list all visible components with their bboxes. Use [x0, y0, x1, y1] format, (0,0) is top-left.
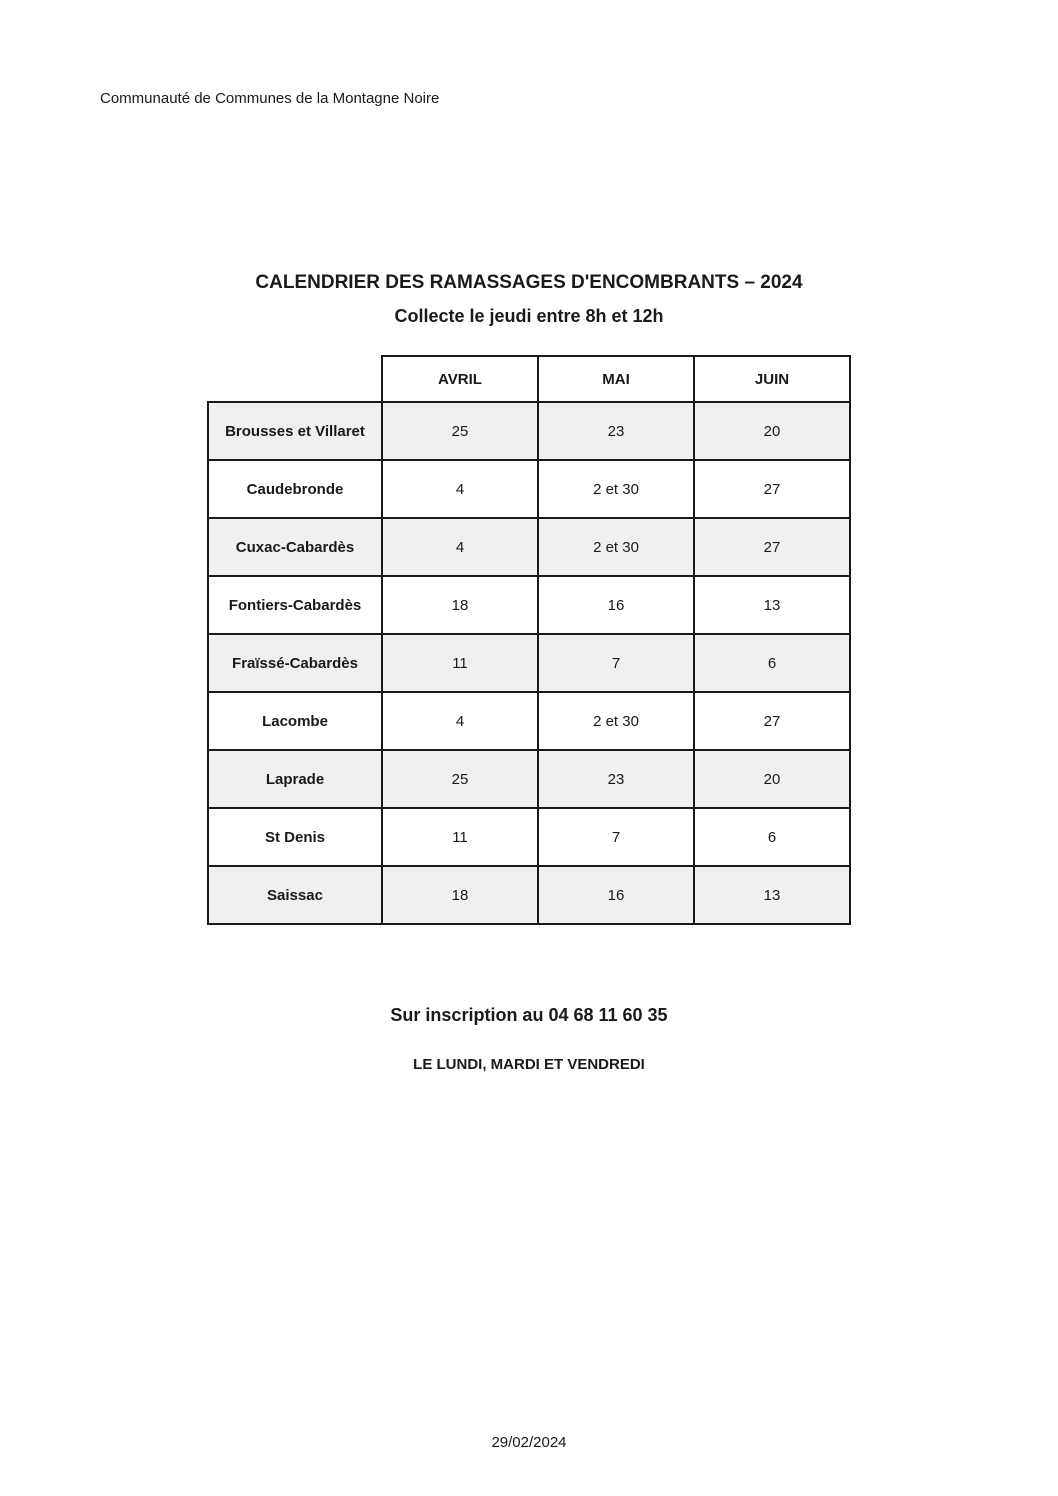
row-label: Laprade [208, 750, 382, 808]
row-label: Fontiers-Cabardès [208, 576, 382, 634]
cell: 4 [382, 518, 538, 576]
page-title: CALENDRIER DES RAMASSAGES D'ENCOMBRANTS … [100, 272, 958, 294]
col-header: MAI [538, 356, 694, 402]
row-label: Cuxac-Cabardès [208, 518, 382, 576]
row-label: Caudebronde [208, 460, 382, 518]
cell: 23 [538, 402, 694, 460]
row-label: Fraïssé-Cabardès [208, 634, 382, 692]
table-row: St Denis 11 7 6 [208, 808, 850, 866]
days-text: LE LUNDI, MARDI ET VENDREDI [100, 1056, 958, 1073]
cell: 18 [382, 866, 538, 924]
table-row: Cuxac-Cabardès 4 2 et 30 27 [208, 518, 850, 576]
row-label: Saissac [208, 866, 382, 924]
row-label: St Denis [208, 808, 382, 866]
table-row: Laprade 25 23 20 [208, 750, 850, 808]
cell: 7 [538, 808, 694, 866]
cell: 6 [694, 634, 850, 692]
cell: 11 [382, 634, 538, 692]
table-row: Fraïssé-Cabardès 11 7 6 [208, 634, 850, 692]
cell: 13 [694, 866, 850, 924]
table-row: Lacombe 4 2 et 30 27 [208, 692, 850, 750]
cell: 20 [694, 750, 850, 808]
registration-text: Sur inscription au 04 68 11 60 35 [100, 1005, 958, 1026]
cell: 2 et 30 [538, 518, 694, 576]
table-row: Saissac 18 16 13 [208, 866, 850, 924]
cell: 2 et 30 [538, 460, 694, 518]
table-header-row: AVRIL MAI JUIN [208, 356, 850, 402]
cell: 27 [694, 460, 850, 518]
cell: 27 [694, 518, 850, 576]
table-body: Brousses et Villaret 25 23 20 Caudebrond… [208, 402, 850, 924]
row-label: Brousses et Villaret [208, 402, 382, 460]
org-name: Communauté de Communes de la Montagne No… [100, 90, 958, 107]
cell: 2 et 30 [538, 692, 694, 750]
cell: 4 [382, 460, 538, 518]
cell: 7 [538, 634, 694, 692]
cell: 16 [538, 866, 694, 924]
cell: 23 [538, 750, 694, 808]
schedule-table: AVRIL MAI JUIN Brousses et Villaret 25 2… [207, 355, 851, 925]
cell: 25 [382, 750, 538, 808]
col-header: JUIN [694, 356, 850, 402]
cell: 6 [694, 808, 850, 866]
cell: 18 [382, 576, 538, 634]
cell: 20 [694, 402, 850, 460]
row-label: Lacombe [208, 692, 382, 750]
footer-date: 29/02/2024 [0, 1434, 1058, 1451]
table-row: Fontiers-Cabardès 18 16 13 [208, 576, 850, 634]
cell: 25 [382, 402, 538, 460]
page-subtitle: Collecte le jeudi entre 8h et 12h [100, 306, 958, 327]
table-corner-cell [208, 356, 382, 402]
col-header: AVRIL [382, 356, 538, 402]
cell: 11 [382, 808, 538, 866]
cell: 27 [694, 692, 850, 750]
cell: 16 [538, 576, 694, 634]
cell: 13 [694, 576, 850, 634]
table-row: Caudebronde 4 2 et 30 27 [208, 460, 850, 518]
table-row: Brousses et Villaret 25 23 20 [208, 402, 850, 460]
cell: 4 [382, 692, 538, 750]
